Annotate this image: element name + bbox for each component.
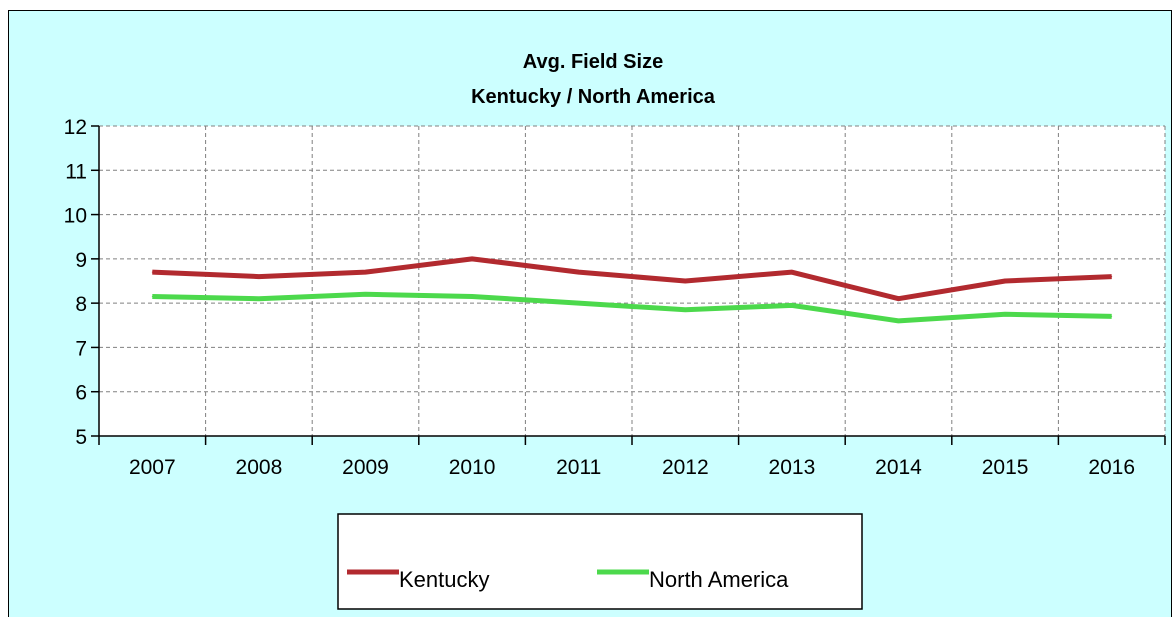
line-chart: Avg. Field Size Kentucky / North America… — [64, 51, 1166, 610]
y-tick-label: 5 — [75, 426, 87, 449]
data-point — [684, 309, 686, 311]
data-point — [365, 271, 366, 273]
data-point — [365, 293, 366, 295]
x-tick-label: 2010 — [449, 456, 496, 479]
y-tick-label: 8 — [75, 293, 87, 316]
chart-subtitle: Kentucky / North America — [471, 86, 716, 108]
y-tick-label: 9 — [75, 249, 87, 272]
data-point — [1004, 313, 1006, 315]
y-tick-label: 7 — [75, 337, 87, 360]
series-line-north-america — [152, 291, 1112, 324]
data-point — [151, 296, 153, 297]
x-tick-label: 2008 — [236, 456, 283, 479]
x-tick-label: 2011 — [556, 456, 601, 479]
series-line-kentucky — [152, 256, 1112, 302]
data-point — [898, 298, 899, 300]
data-point — [258, 298, 260, 300]
data-point — [578, 302, 580, 304]
data-point — [684, 280, 686, 282]
legend-label-kentucky: Kentucky — [399, 567, 490, 592]
y-tick-label: 11 — [65, 160, 87, 183]
x-tick-label: 2016 — [1088, 456, 1135, 479]
legend-label-north-america: North America — [649, 567, 789, 592]
y-tick-label: 12 — [64, 116, 87, 139]
chart-title: Avg. Field Size — [523, 51, 663, 73]
x-tick-label: 2012 — [662, 456, 709, 479]
x-tick-label: 2013 — [769, 456, 816, 479]
chart-frame: Avg. Field Size Kentucky / North America… — [8, 10, 1172, 617]
legend-box — [337, 513, 863, 610]
axes: 5 6 7 8 9 10 11 12 2007 2008 2009 2010 2011 2012 2013 2… — [64, 116, 1166, 479]
x-tick-label: 2009 — [342, 456, 389, 479]
data-point — [898, 320, 899, 322]
x-tick-label: 2007 — [129, 456, 176, 479]
data-point — [578, 271, 580, 273]
data-point — [258, 276, 260, 278]
legend: Kentucky North America — [337, 513, 863, 610]
data-point — [791, 271, 793, 273]
data-point — [471, 258, 473, 260]
data-point — [791, 304, 793, 306]
x-tick-label: 2014 — [875, 456, 922, 479]
x-tick-label: 2015 — [982, 456, 1029, 479]
data-point — [1004, 280, 1006, 282]
data-point — [151, 271, 153, 273]
y-tick-label: 10 — [64, 205, 87, 228]
series-lines — [151, 256, 1113, 324]
data-point — [1111, 315, 1113, 317]
data-point — [1111, 276, 1113, 278]
y-tick-label: 6 — [75, 382, 87, 405]
data-point — [471, 296, 473, 297]
